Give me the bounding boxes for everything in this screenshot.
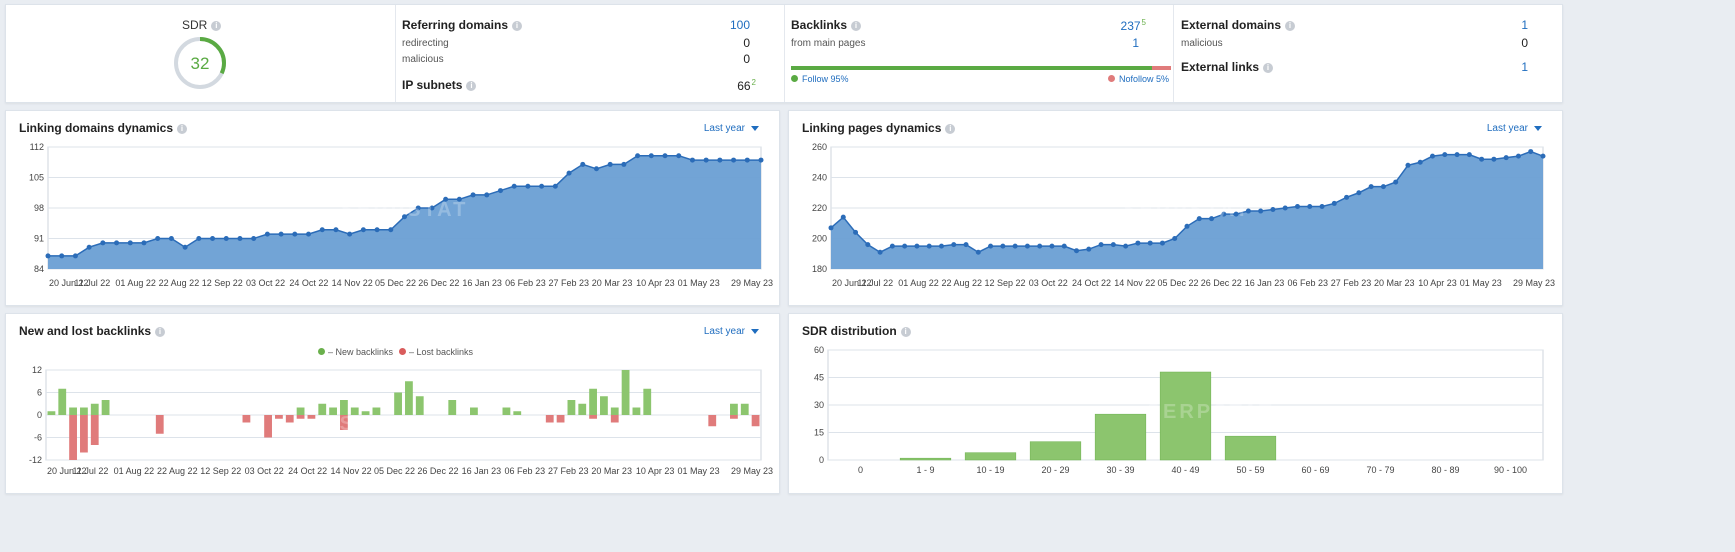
panel-title: Linking domains dynamics i [19,121,188,135]
divider [395,5,396,102]
ip-subnets-delta: 2 [751,78,756,87]
info-icon[interactable]: i [211,20,222,31]
external-domains-label: External domains i [1181,18,1296,32]
external-links-label: External links i [1181,60,1274,74]
divider [1173,5,1174,102]
info-icon[interactable]: i [177,123,188,134]
sdr-ring: 32 [174,37,226,89]
legend-new[interactable]: – New backlinks [318,347,393,357]
info-icon[interactable]: i [851,20,862,31]
redirecting-label: redirecting [402,38,449,49]
period-dropdown[interactable]: Last year [1487,123,1542,134]
external-malicious-value: 0 [1521,36,1528,50]
divider [784,5,785,102]
info-icon[interactable]: i [1263,62,1274,73]
sdr-value: 32 [191,54,210,73]
external-domains-value[interactable]: 1 [1521,18,1528,32]
malicious-label: malicious [402,54,444,65]
follow-dot-icon [791,75,798,82]
info-icon[interactable]: i [512,20,523,31]
sdr-ring-progress [174,37,226,89]
nofollow-legend: Nofollow 5% [1107,74,1169,84]
from-main-pages-label: from main pages [791,38,866,49]
referring-domains-value[interactable]: 100 [729,18,750,32]
backlinks-delta: 5 [1141,18,1146,27]
ip-subnets-label: IP subnets i [402,78,477,92]
info-icon[interactable]: i [1285,20,1296,31]
sdr-label: SDR i [182,18,222,32]
chevron-down-icon [1534,125,1542,131]
redirecting-value: 0 [743,36,750,50]
follow-ratio-bar [791,66,1171,70]
new-lost-backlinks-card: New and lost backlinks i Last year – New … [5,313,780,494]
legend-new-dot-icon [318,348,325,355]
panel-title: SDR distribution i [802,324,911,338]
panel-title: Linking pages dynamics i [802,121,956,135]
legend-lost-dot-icon [399,348,406,355]
from-main-pages-value[interactable]: 1 [1132,36,1139,50]
follow-legend: Follow 95% [791,74,849,84]
backlinks-label: Backlinks i [791,18,862,32]
referring-domains-label: Referring domains i [402,18,523,32]
sdr-distribution-card: SDR distribution i [788,313,1563,494]
panel-title: New and lost backlinks i [19,324,166,338]
summary-card: SDR i 32 Referring domains i 100 redirecti… [5,4,1563,103]
nofollow-dot-icon [1107,75,1115,82]
period-dropdown[interactable]: Last year [704,123,759,134]
legend-lost[interactable]: – Lost backlinks [399,347,473,357]
info-icon[interactable]: i [945,123,956,134]
info-icon[interactable]: i [900,326,911,337]
info-icon[interactable]: i [155,326,166,337]
external-malicious-label: malicious [1181,38,1223,49]
malicious-value: 0 [743,52,750,66]
chevron-down-icon [751,328,759,334]
external-links-value[interactable]: 1 [1521,60,1528,74]
info-icon[interactable]: i [466,80,477,91]
linking-domains-card: Linking domains dynamics i Last year [5,110,780,306]
linking-pages-card: Linking pages dynamics i Last year [788,110,1563,306]
backlinks-value[interactable]: 2375 [1120,18,1146,33]
chevron-down-icon [751,125,759,131]
ip-subnets-value: 662 [737,78,756,93]
follow-ratio-fill [791,66,1152,70]
period-dropdown[interactable]: Last year [704,326,759,337]
